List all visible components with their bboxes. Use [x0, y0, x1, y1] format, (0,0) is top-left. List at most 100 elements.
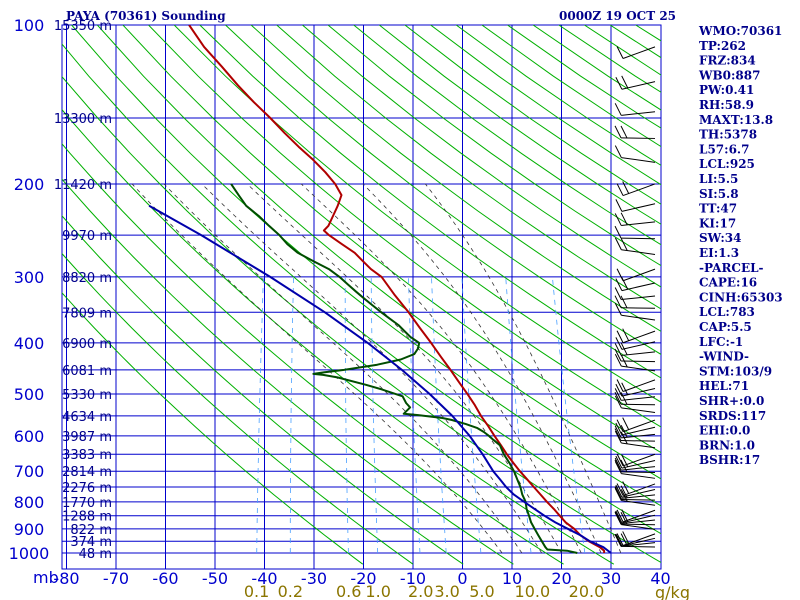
wind-barb [614, 461, 656, 479]
wind-barb-feather [615, 383, 623, 397]
wind-barb-feather [622, 481, 630, 494]
dry-adiabat [62, 252, 414, 565]
wind-barb-feather [614, 461, 622, 474]
wind-barb [615, 533, 656, 547]
mixing-ratio-label: 10.0 [515, 582, 551, 600]
index-value: EHI:0.0 [699, 424, 750, 438]
wind-barb-feather [614, 237, 622, 250]
mixing-ratio-line [370, 276, 379, 554]
wind-barb-feather [620, 459, 628, 473]
wind-barb-staff [620, 307, 656, 309]
moist-adiabat [424, 183, 622, 554]
temperature-tick-label: 10 [502, 569, 522, 588]
mixing-ratio-label: 2.0 [408, 582, 433, 600]
wind-barb-staff [621, 537, 656, 547]
wind-barb [615, 199, 656, 212]
index-value: TP:262 [699, 39, 746, 53]
temperature-tick-label: -10 [400, 569, 426, 588]
wind-barb [616, 181, 656, 197]
index-value: LCL:925 [699, 157, 755, 171]
dry-adiabat [62, 292, 364, 565]
wind-barb [614, 428, 656, 442]
index-value: -WIND- [699, 350, 749, 364]
index-value: RH:58.9 [699, 98, 754, 112]
wind-barb [614, 237, 656, 255]
height-label: 822 m [70, 523, 112, 538]
temperature-tick-label: 20 [551, 569, 571, 588]
index-value: LCL:783 [699, 305, 755, 319]
wind-barb-staff [621, 157, 656, 163]
index-value: WMO:70361 [698, 24, 782, 38]
mixing-ratio-label: 1.0 [365, 582, 390, 600]
wind-barb-feather [614, 213, 622, 226]
temperature-tick-label: 0 [457, 569, 467, 588]
wind-barb-feather [621, 454, 629, 468]
wind-barb-feather [620, 512, 628, 525]
wind-barb-feather [614, 225, 622, 239]
index-value: EI:1.3 [699, 246, 739, 260]
wind-barb-staff [620, 137, 656, 139]
dry-adiabat [71, 25, 661, 507]
wind-barb-feather [620, 125, 628, 139]
dry-adiabat [302, 25, 661, 288]
dry-adiabat [62, 43, 661, 535]
temperature-tick-label: -80 [53, 569, 79, 588]
index-value: TH:5378 [699, 128, 757, 142]
wind-barbs [614, 46, 656, 548]
wind-barb [614, 303, 656, 321]
temperature-line [188, 25, 606, 553]
wind-barb-feather [614, 486, 622, 499]
wind-barb-staff [621, 396, 656, 401]
index-value: -PARCEL- [699, 261, 764, 275]
height-label: 1288 m [62, 510, 112, 525]
index-value: SW:34 [699, 231, 741, 245]
index-value: WB0:887 [698, 68, 760, 82]
index-value: PW:0.41 [699, 83, 754, 97]
wind-barb [614, 145, 656, 163]
height-label: 48 m [79, 547, 112, 562]
mixing-ratio-line [431, 276, 447, 554]
wind-barb-feather [616, 379, 624, 392]
wind-barb-feather [614, 488, 622, 501]
wind-barb-feather [614, 103, 622, 116]
wind-barb-staff [620, 403, 656, 406]
temperature-tick-label: 40 [650, 569, 670, 588]
wind-barb-feather [622, 328, 630, 341]
dry-adiabat [62, 143, 564, 565]
wind-barb [615, 422, 656, 436]
wind-barb-staff [622, 183, 656, 197]
dry-adiabat [353, 25, 661, 246]
wind-barb-staff [621, 249, 656, 255]
mixing-ratio-line [505, 276, 532, 554]
wind-barb-staff [621, 407, 656, 414]
height-label: 11420 m [54, 178, 112, 193]
wind-barb-feather [616, 183, 624, 196]
wind-barb [616, 453, 656, 467]
dry-adiabat [148, 25, 661, 428]
wind-barb-feather [620, 533, 628, 546]
wind-barb-feather [616, 483, 624, 496]
pressure-label: 600 [14, 427, 45, 446]
pressure-label: 800 [14, 493, 45, 512]
wind-barb [615, 277, 656, 292]
wind-barb-staff [622, 268, 656, 282]
dry-adiabat [96, 25, 661, 480]
wind-barb-feather [615, 422, 623, 436]
wind-barb-staff [622, 379, 656, 392]
wind-barb-staff [622, 509, 656, 523]
wind-barb-feather [615, 77, 623, 90]
wind-barb-feather [620, 212, 628, 226]
height-label: 6081 m [62, 364, 112, 379]
wind-barb-staff [622, 453, 656, 467]
wind-barb [614, 348, 656, 363]
wind-barb-feather [615, 484, 623, 498]
wind-barb-feather [621, 277, 629, 290]
wind-barb-feather [620, 238, 628, 251]
wind-barb [616, 46, 656, 59]
parcel-line [148, 204, 612, 554]
pressure-unit-label: mb [33, 568, 59, 587]
dry-adiabat [250, 25, 661, 332]
wind-barb [614, 430, 656, 449]
wind-barb-feather [615, 199, 623, 212]
